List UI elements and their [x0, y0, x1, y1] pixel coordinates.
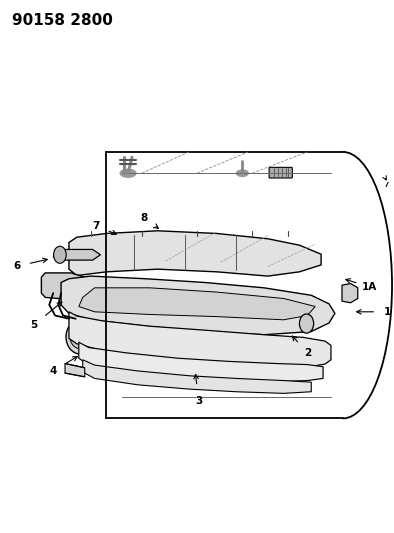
Text: 1A: 1A [362, 282, 377, 292]
Ellipse shape [66, 320, 95, 354]
Polygon shape [61, 276, 335, 335]
Circle shape [299, 314, 314, 333]
Text: 4: 4 [49, 366, 57, 376]
Polygon shape [79, 342, 323, 382]
Polygon shape [342, 284, 358, 303]
FancyBboxPatch shape [269, 167, 292, 178]
Ellipse shape [70, 325, 91, 349]
Text: 6: 6 [13, 261, 20, 271]
Polygon shape [65, 364, 85, 377]
Text: 5: 5 [30, 320, 37, 330]
Ellipse shape [236, 170, 248, 176]
Polygon shape [69, 231, 321, 276]
Text: 1: 1 [384, 307, 391, 317]
Polygon shape [79, 288, 315, 320]
Circle shape [54, 246, 66, 263]
Text: 7: 7 [92, 221, 99, 231]
Polygon shape [69, 312, 331, 369]
Text: 8: 8 [140, 213, 148, 223]
Ellipse shape [120, 169, 136, 177]
Text: 3: 3 [195, 396, 203, 406]
Text: 90158 2800: 90158 2800 [12, 13, 113, 28]
Text: 2: 2 [305, 348, 312, 358]
Polygon shape [41, 273, 85, 300]
Polygon shape [53, 249, 100, 260]
Polygon shape [83, 360, 311, 393]
